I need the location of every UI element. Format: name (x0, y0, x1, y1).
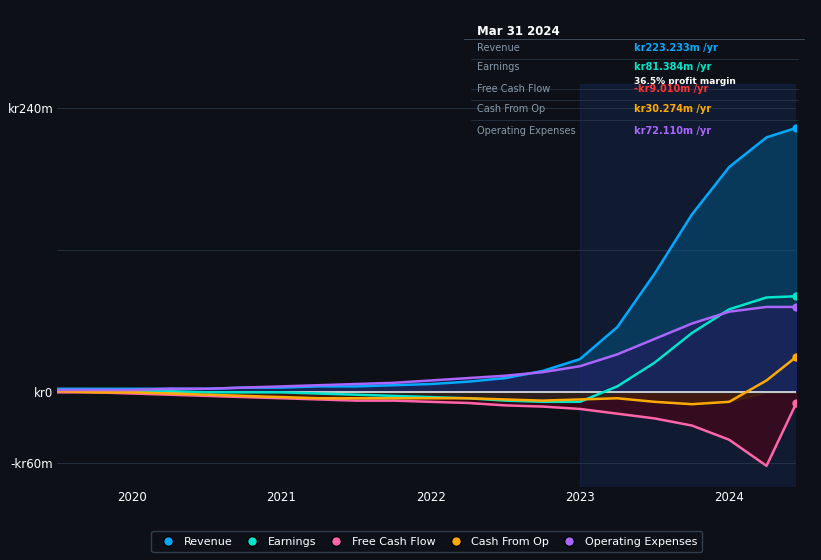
Text: 36.5% profit margin: 36.5% profit margin (635, 77, 736, 86)
Text: Operating Expenses: Operating Expenses (478, 125, 576, 136)
Text: Mar 31 2024: Mar 31 2024 (478, 25, 560, 38)
Text: Revenue: Revenue (478, 43, 521, 53)
Legend: Revenue, Earnings, Free Cash Flow, Cash From Op, Operating Expenses: Revenue, Earnings, Free Cash Flow, Cash … (151, 531, 703, 552)
Text: Free Cash Flow: Free Cash Flow (478, 85, 551, 95)
Text: kr223.233m /yr: kr223.233m /yr (635, 43, 718, 53)
Text: Cash From Op: Cash From Op (478, 104, 546, 114)
Text: -kr9.010m /yr: -kr9.010m /yr (635, 85, 709, 95)
Text: Earnings: Earnings (478, 62, 520, 72)
Text: kr81.384m /yr: kr81.384m /yr (635, 62, 712, 72)
Text: kr72.110m /yr: kr72.110m /yr (635, 125, 711, 136)
Bar (580, 84, 796, 487)
Text: kr30.274m /yr: kr30.274m /yr (635, 104, 711, 114)
